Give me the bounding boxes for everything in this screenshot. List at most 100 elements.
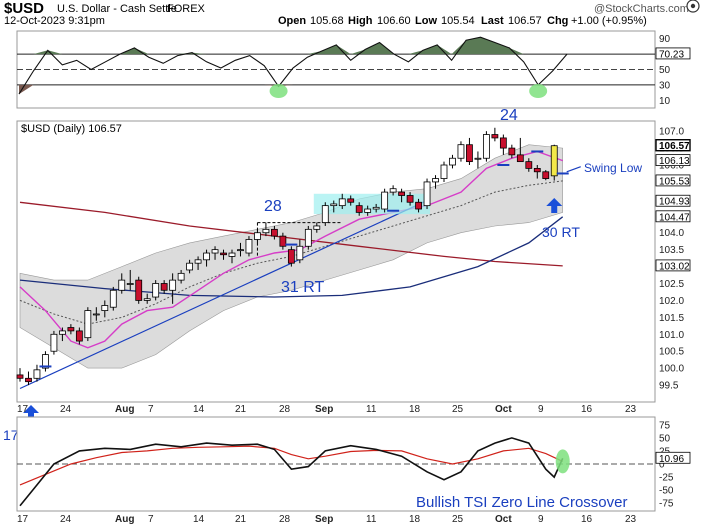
candle-body <box>203 252 210 261</box>
price-y-tick: 107.0 <box>659 127 684 138</box>
candle-body <box>364 208 372 213</box>
price-x-tick: 18 <box>409 404 421 415</box>
tsi-panel: 75 50 25 0 -25 -50 -75 10.96 Bullish TSI Zero Li… <box>16 416 691 524</box>
top-y-tick: 30 <box>659 80 671 91</box>
swing-low-pointer <box>566 166 581 173</box>
candle-body <box>440 164 448 179</box>
tsi-x-tick: 7 <box>148 514 154 524</box>
candle-body <box>389 188 397 193</box>
price-y-tick: 101.0 <box>659 330 684 341</box>
tsi-x-tick: 21 <box>235 514 247 524</box>
low-value: 105.54 <box>441 15 475 27</box>
candle-body <box>355 205 363 213</box>
settings-gear-icon[interactable] <box>686 0 700 13</box>
candle-body <box>109 289 117 308</box>
chart-header: $USD U.S. Dollar - Cash Settle FOREX 12-… <box>4 0 700 27</box>
high-value: 106.60 <box>377 15 411 27</box>
price-y-tick: 102.5 <box>659 279 684 290</box>
candle-body <box>169 279 177 291</box>
symbol-description: U.S. Dollar - Cash Settle <box>57 3 177 15</box>
candle-body <box>42 354 49 369</box>
candle-body <box>237 249 244 252</box>
price-y-tick: 99.5 <box>659 381 679 392</box>
top-indicator-line <box>18 36 568 95</box>
price-x-tick: Aug <box>115 404 134 415</box>
candle-body <box>491 134 499 139</box>
price-label-box <box>655 194 691 207</box>
tsi-x-tick: 28 <box>279 514 291 524</box>
price-x-tick: 11 <box>366 404 377 415</box>
candle-body <box>160 283 168 291</box>
tsi-x-tick: 18 <box>409 514 421 524</box>
up-arrow-30rt <box>546 198 563 213</box>
price-x-tick: 16 <box>581 404 593 415</box>
short-moving-average <box>19 150 563 349</box>
tsi-y-tick: 75 <box>659 420 671 431</box>
tsi-signal-line <box>19 445 563 486</box>
candle-body <box>262 228 270 234</box>
symbol-title: $USD <box>4 0 44 17</box>
candle-body <box>338 198 346 207</box>
last-label: Last <box>481 15 504 27</box>
tsi-y-tick: -25 <box>659 473 674 484</box>
price-y-tick: 100.5 <box>659 347 684 358</box>
candle-body <box>542 171 550 179</box>
tsi-annotation: Bullish TSI Zero Line Crossover <box>416 494 627 511</box>
candle-body <box>118 279 126 291</box>
price-y-tick: 104.0 <box>659 228 684 239</box>
candle-body <box>220 252 227 256</box>
price-label-value: 105.53 <box>659 176 690 187</box>
candle-body <box>457 144 465 159</box>
candle-body <box>321 205 329 223</box>
price-label-value: 103.02 <box>659 261 690 272</box>
candle-body <box>92 313 100 316</box>
candle-body <box>508 147 516 156</box>
bollinger-mid-line <box>19 180 563 325</box>
candle-body <box>423 181 431 207</box>
candle-body <box>372 206 380 210</box>
annotation-30rt: 30 RT <box>542 224 580 240</box>
candle-body <box>550 145 558 177</box>
high-label: High <box>348 15 373 27</box>
chg-value: +1.00 (+0.95%) <box>571 15 647 27</box>
top-last-value-box <box>655 47 691 60</box>
candle-body <box>533 167 541 173</box>
candle-body <box>466 144 473 163</box>
tsi-x-tick: Sep <box>315 514 333 524</box>
candle-body <box>254 232 261 240</box>
price-x-tick: 9 <box>538 404 544 415</box>
candle-body <box>135 279 143 301</box>
candle-body <box>296 245 304 261</box>
price-x-tick: 17 <box>17 404 29 415</box>
top-y-tick: 50 <box>659 65 671 76</box>
annotation-28: 28 <box>264 198 282 215</box>
tsi-y-tick: 50 <box>659 433 671 444</box>
candle-body <box>270 228 278 237</box>
tsi-y-tick: 0 <box>659 460 665 471</box>
price-x-tick: 28 <box>279 404 291 415</box>
price-x-tick: Oct <box>495 404 512 415</box>
candle-body <box>126 283 134 285</box>
candle-body <box>75 330 83 342</box>
tsi-x-tick: 11 <box>366 514 377 524</box>
watermark: @StockCharts.com <box>594 3 689 15</box>
up-arrow-17rtf <box>23 405 39 420</box>
price-label-value: 104.93 <box>659 197 690 208</box>
price-x-tick: 21 <box>235 404 247 415</box>
top-y-tick: 90 <box>659 34 671 45</box>
open-value: 105.68 <box>310 15 344 27</box>
tsi-y-tick: -75 <box>659 499 674 510</box>
candle-body <box>67 327 75 332</box>
price-panel: 99.5100.0100.5101.0101.5102.0102.5103.01… <box>3 107 691 443</box>
price-label-box <box>655 139 691 152</box>
candle-body <box>50 333 58 352</box>
price-x-tick: 23 <box>625 404 637 415</box>
tsi-x-tick: 16 <box>581 514 593 524</box>
overbought-fill <box>19 37 567 55</box>
oversold-highlight-marker <box>529 84 548 99</box>
tsi-x-tick: 24 <box>60 514 72 524</box>
tsi-x-tick: Oct <box>495 514 512 524</box>
tsi-main-line <box>19 437 564 507</box>
candle-body <box>304 228 312 247</box>
candle-body <box>449 157 456 166</box>
